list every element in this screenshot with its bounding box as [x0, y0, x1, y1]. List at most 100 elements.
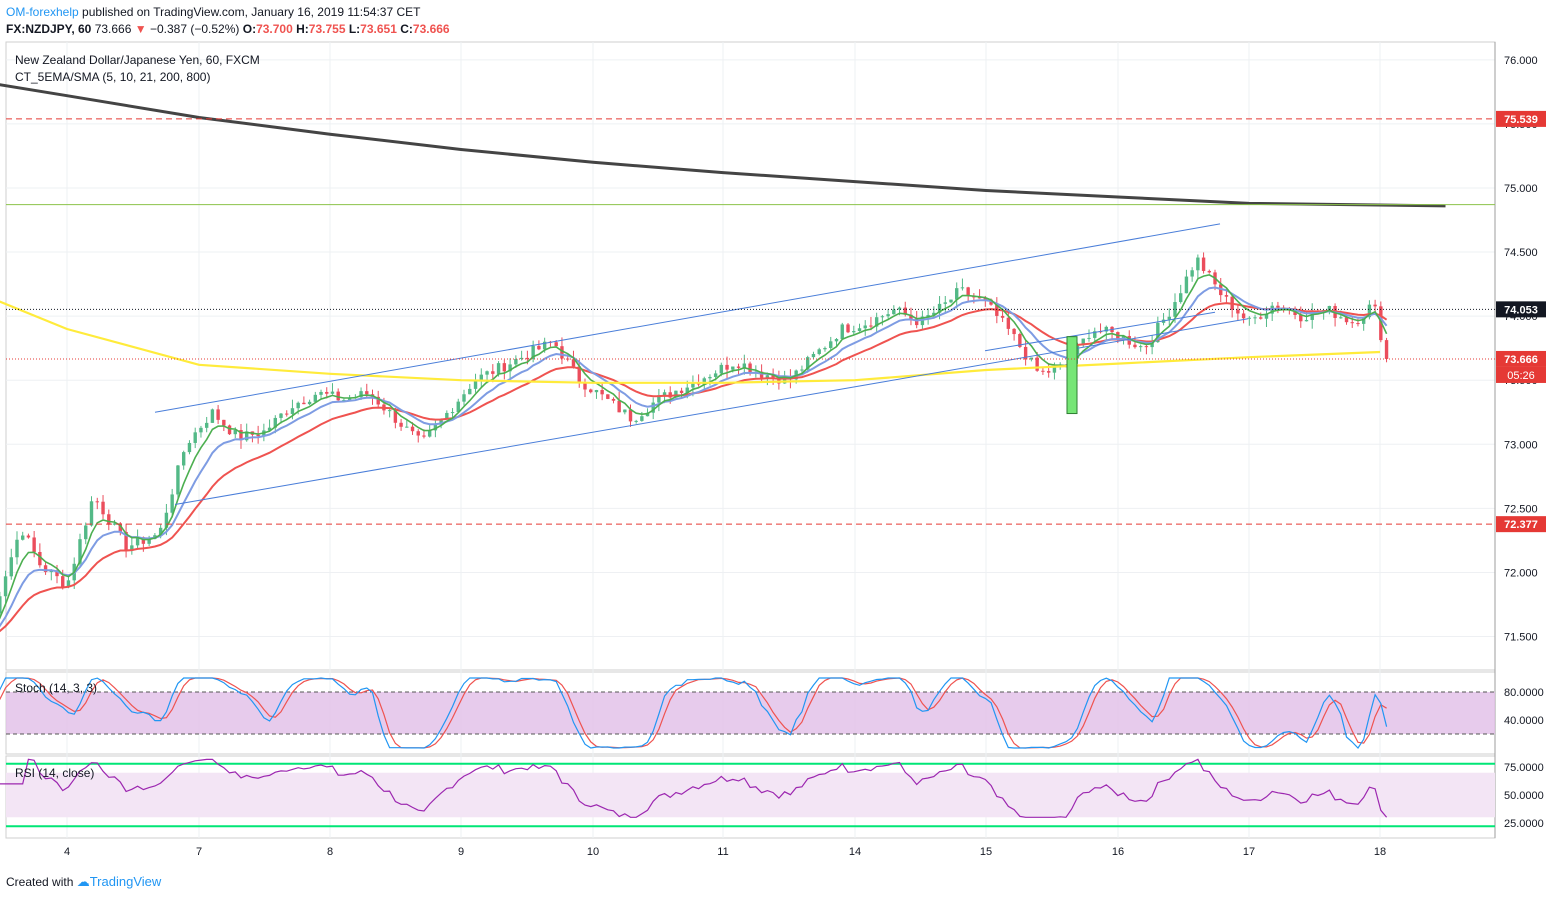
candle [101, 501, 105, 515]
candle [124, 531, 128, 551]
candle [1384, 340, 1389, 359]
candle [736, 366, 741, 368]
candle [983, 297, 988, 300]
candle [1150, 342, 1154, 348]
candle [176, 465, 180, 495]
candle [164, 512, 169, 528]
x-tick-label: 17 [1243, 846, 1255, 858]
open-label: O: [242, 22, 257, 36]
candle [531, 345, 535, 360]
candle [823, 347, 827, 350]
candle [1379, 306, 1383, 341]
candle [1093, 331, 1097, 338]
level-label: 73.666 [1504, 354, 1538, 366]
rsi-band [6, 772, 1495, 818]
candle [1299, 314, 1303, 322]
candle [485, 371, 489, 375]
channel-mid [984, 311, 1216, 352]
candle [874, 317, 879, 327]
candle [577, 366, 581, 383]
tradingview-logo-icon[interactable]: ☁ [76, 874, 90, 889]
candle [782, 376, 787, 384]
candle [1018, 334, 1022, 347]
price-tick-label: 72.000 [1504, 567, 1538, 579]
candle [805, 357, 810, 370]
candle [949, 299, 953, 303]
candle [347, 397, 352, 400]
candle [909, 314, 913, 319]
level-label: 72.377 [1504, 519, 1538, 531]
candle [118, 523, 123, 532]
candle [1184, 276, 1189, 294]
candle [135, 537, 140, 546]
candle [742, 363, 747, 368]
candle [267, 427, 272, 431]
price-tick-label: 76.000 [1504, 55, 1538, 67]
candle [571, 359, 576, 367]
candle [519, 357, 524, 360]
candle [662, 392, 667, 396]
candle [1293, 310, 1297, 315]
candle [640, 416, 644, 421]
candle [410, 426, 415, 432]
created-with: Created with [6, 875, 74, 889]
candle [66, 580, 71, 588]
candle [1052, 367, 1057, 373]
candle [1276, 305, 1280, 308]
candle [1224, 295, 1229, 297]
candle [181, 452, 186, 466]
high-label: H: [296, 22, 309, 36]
candle [256, 434, 260, 437]
candle [713, 373, 718, 377]
candle [514, 359, 518, 365]
level-label: 75.539 [1504, 114, 1538, 126]
candle [1167, 316, 1171, 320]
candle [496, 363, 501, 374]
candle [594, 390, 599, 393]
x-tick-label: 15 [980, 846, 992, 858]
high-value: 73.755 [308, 22, 346, 36]
candle [1179, 293, 1183, 303]
symbol: FX:NZDJPY, 60 [6, 22, 92, 36]
countdown-bg [1496, 366, 1546, 383]
change: −0.387 (−0.52%) [149, 22, 240, 36]
tradingview-brand[interactable]: TradingView [89, 874, 162, 889]
candle [708, 376, 712, 379]
channel-upper [154, 223, 1221, 413]
candle [679, 390, 684, 393]
candle [892, 309, 896, 315]
candle [89, 501, 94, 526]
price-tick-label: 72.500 [1504, 503, 1538, 515]
candle [422, 435, 426, 437]
candle [989, 299, 993, 305]
candle [542, 341, 547, 350]
candle [840, 324, 844, 339]
candle [342, 399, 346, 401]
candle [387, 410, 392, 412]
candle [319, 391, 323, 395]
candle [32, 537, 36, 553]
price-tick-label: 73.000 [1504, 439, 1538, 451]
candle [330, 391, 335, 394]
stoch-tick-label: 40.0000 [1504, 715, 1544, 727]
candle [623, 409, 627, 413]
candle [462, 394, 466, 402]
candle [325, 391, 329, 394]
candle [359, 391, 363, 398]
candle [1156, 322, 1160, 343]
x-tick-label: 4 [64, 846, 70, 858]
candle [399, 422, 403, 427]
author-link[interactable]: OM-forexhelp [6, 5, 79, 19]
footer: Created with ☁TradingView [6, 874, 161, 890]
candle [960, 287, 965, 289]
candle [1173, 302, 1177, 317]
candle [204, 422, 209, 428]
level-label: 74.053 [1504, 304, 1538, 316]
candle [589, 389, 593, 393]
low-label: L: [348, 22, 361, 36]
candle [937, 303, 942, 313]
candle [365, 391, 369, 395]
candle [61, 576, 65, 588]
candle [210, 409, 215, 423]
